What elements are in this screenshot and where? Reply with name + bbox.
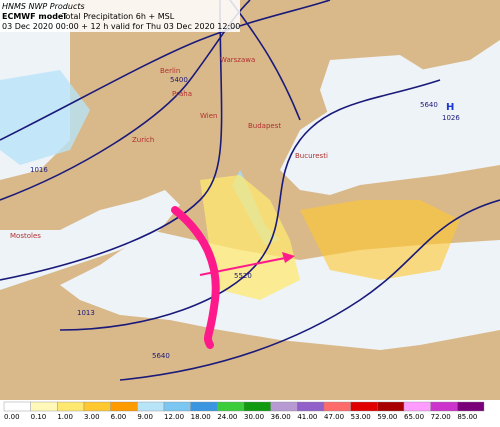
legend-swatch [217, 401, 245, 412]
legend-label: 1.00 [57, 413, 73, 421]
city: Mostoles [10, 232, 41, 240]
pressure-label: 1013 [77, 309, 95, 317]
legend-swatch [243, 401, 271, 412]
header-product: Total Precipitation 6h + MSL [61, 12, 175, 21]
legend-swatch [110, 401, 138, 412]
legend-label: 6.00 [111, 413, 127, 421]
legend-swatch [457, 401, 485, 412]
header-model: ECMWF model [2, 12, 66, 21]
pressure-label: 1026 [442, 114, 460, 122]
high-marker: H [446, 102, 454, 113]
legend-label: 12.00 [164, 413, 184, 421]
contour-label: 5640 [152, 352, 170, 360]
legend-swatch [430, 401, 458, 412]
legend-swatch [323, 401, 351, 412]
legend-swatch [137, 401, 165, 412]
motion-arrow [199, 257, 286, 276]
legend-swatch [3, 401, 31, 412]
legend-label: 41.00 [297, 413, 317, 421]
legend-swatch [297, 401, 325, 412]
contour-label: 5520 [234, 272, 252, 280]
legend-swatch [377, 401, 405, 412]
contour-label: 5400 [170, 76, 188, 84]
legend-swatch [270, 401, 298, 412]
city: Warszawa [220, 56, 255, 64]
legend-label: 85.00 [457, 413, 477, 421]
black-sea [320, 55, 440, 140]
legend-label: 24.00 [217, 413, 237, 421]
pressure-label: 1016 [30, 166, 48, 174]
legend-label: 9.00 [137, 413, 153, 421]
header-box [0, 0, 240, 32]
city: Budapest [248, 122, 281, 130]
legend-label: 0.10 [31, 413, 47, 421]
legend-swatch [163, 401, 191, 412]
legend-swatch [83, 401, 111, 412]
precip-yellow [200, 175, 300, 300]
legend-swatch [57, 401, 85, 412]
legend-label: 30.00 [244, 413, 264, 421]
legend-swatch [350, 401, 378, 412]
legend-label: 0.00 [4, 413, 20, 421]
legend-label: 47.00 [324, 413, 344, 421]
legend-label: 53.00 [351, 413, 371, 421]
legend-swatch [403, 401, 431, 412]
city: Zurich [132, 136, 154, 144]
legend: 0.00 0.10 1.00 3.00 6.00 9.00 12.00 18.00 24.00 3… [0, 400, 500, 423]
legend-label: 65.00 [404, 413, 424, 421]
legend-label: 72.00 [431, 413, 451, 421]
city: Bucuresti [295, 152, 328, 160]
legend-label: 3.00 [84, 413, 100, 421]
trough-arrow [171, 206, 220, 349]
city: Wien [200, 112, 217, 120]
header-source: HNMS NWP Products [2, 2, 85, 11]
city: Berlin [160, 67, 180, 75]
legend-swatch [190, 401, 218, 412]
legend-label: 18.00 [191, 413, 211, 421]
city: Praha [172, 90, 192, 98]
legend-label: 36.00 [271, 413, 291, 421]
precip-east [300, 200, 460, 280]
contour-label: 5640 [420, 101, 438, 109]
motion-arrow-head [282, 252, 295, 263]
legend-label: 59.00 [377, 413, 397, 421]
legend-swatch [30, 401, 58, 412]
header-run: 03 Dec 2020 00:00 + 12 h valid for Thu 0… [2, 22, 240, 31]
